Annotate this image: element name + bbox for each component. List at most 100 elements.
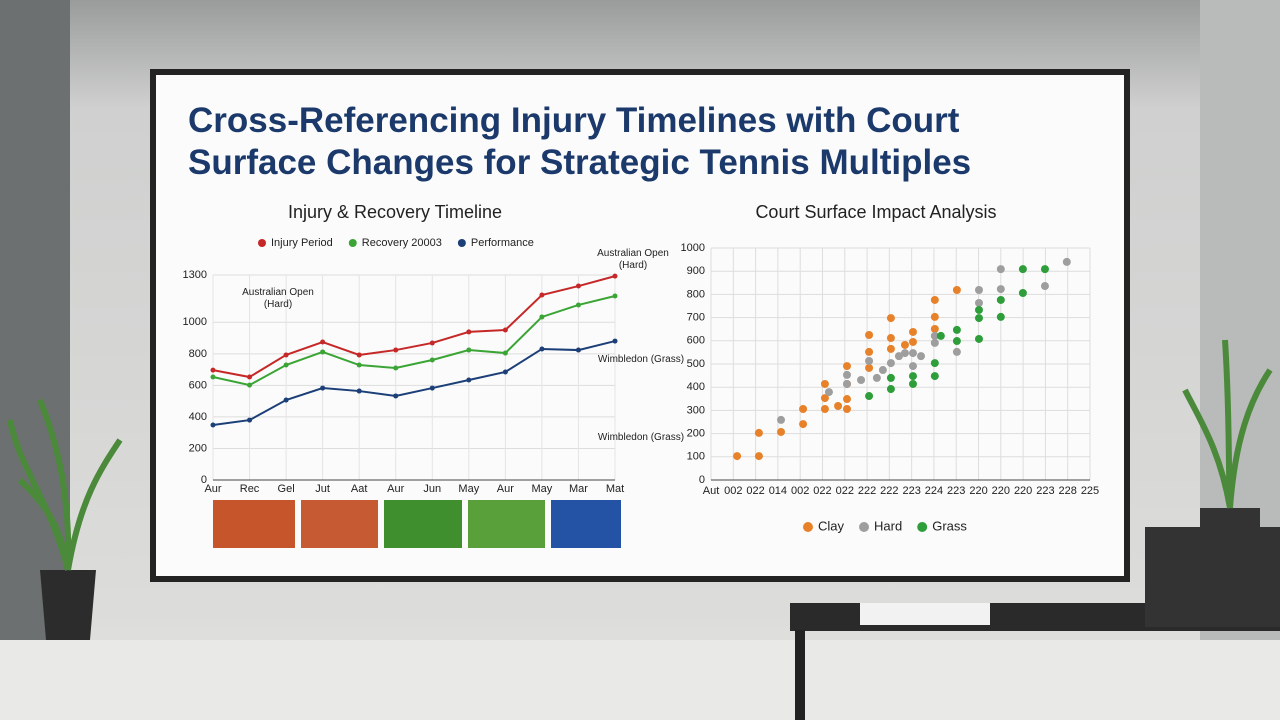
- data-point: [930, 331, 939, 340]
- data-point: [539, 314, 545, 320]
- y-tick-label: 400: [687, 381, 705, 393]
- data-point: [210, 374, 216, 380]
- annotation: Australian Open (Hard): [242, 287, 314, 310]
- data-point: [466, 347, 472, 353]
- data-point: [930, 324, 939, 333]
- data-point: [865, 347, 874, 356]
- x-tick-label: 223: [947, 485, 965, 497]
- data-point: [210, 367, 216, 373]
- data-point: [886, 359, 895, 368]
- data-point: [865, 356, 874, 365]
- data-point: [936, 331, 945, 340]
- data-point: [320, 349, 326, 355]
- data-point: [952, 347, 961, 356]
- floor: [0, 640, 1280, 720]
- y-tick-label: 300: [687, 404, 705, 416]
- x-tick-label: 225: [1081, 485, 1099, 497]
- data-point: [820, 394, 829, 403]
- data-point: [842, 405, 851, 414]
- legend-label: Recovery 20003: [362, 237, 442, 249]
- legend-label: Clay: [818, 518, 845, 533]
- data-point: [754, 452, 763, 461]
- data-point: [886, 314, 895, 323]
- data-point: [283, 352, 289, 358]
- y-tick-label: 200: [687, 428, 705, 440]
- court-tile: [468, 500, 545, 548]
- data-point: [575, 302, 581, 308]
- y-tick-label: 100: [687, 451, 705, 463]
- x-tick-label: 224: [925, 485, 943, 497]
- data-point: [777, 427, 786, 436]
- series-line: [212, 275, 616, 379]
- data-point: [283, 397, 289, 403]
- annotation: Australian Open (Hard): [597, 248, 669, 271]
- data-point: [247, 417, 253, 423]
- y-tick-label: 0: [699, 474, 705, 486]
- data-point: [612, 273, 618, 279]
- data-point: [1040, 265, 1049, 274]
- chart-title: Injury & Recovery Timeline: [288, 202, 502, 222]
- data-point: [974, 314, 983, 323]
- x-tick-label: Rec: [240, 483, 260, 495]
- monitor: [1145, 527, 1280, 627]
- data-point: [502, 369, 508, 375]
- x-tick-label: May: [458, 483, 479, 495]
- data-point: [974, 298, 983, 307]
- data-point: [886, 334, 895, 343]
- x-tick-label: Aat: [351, 483, 368, 495]
- legend-marker: [348, 239, 357, 247]
- data-point: [974, 334, 983, 343]
- data-point: [799, 420, 808, 429]
- x-tick-label: Gel: [278, 483, 295, 495]
- x-tick-label: Mar: [569, 483, 588, 495]
- data-point: [247, 382, 253, 388]
- y-tick-label: 900: [687, 265, 705, 277]
- data-point: [429, 385, 435, 391]
- data-point: [952, 337, 961, 346]
- data-point: [908, 337, 917, 346]
- data-point: [824, 388, 833, 397]
- data-point: [466, 329, 472, 335]
- data-point: [356, 388, 362, 394]
- y-tick-label: 800: [687, 288, 705, 300]
- data-point: [908, 349, 917, 358]
- data-point: [539, 292, 545, 298]
- x-tick-label: Jun: [423, 483, 441, 495]
- y-tick-label: 1000: [681, 242, 705, 254]
- data-point: [974, 285, 983, 294]
- x-tick-label: 220: [1014, 485, 1032, 497]
- data-point: [974, 305, 983, 314]
- x-tick-label: 014: [769, 485, 787, 497]
- x-tick-label: 223: [902, 485, 920, 497]
- data-point: [930, 338, 939, 347]
- data-point: [886, 385, 895, 394]
- data-point: [865, 392, 874, 401]
- x-tick-label: 022: [813, 485, 831, 497]
- data-point: [908, 379, 917, 388]
- data-point: [393, 393, 399, 399]
- data-point: [872, 373, 881, 382]
- data-point: [393, 347, 399, 353]
- court-tile: [551, 500, 621, 548]
- data-point: [320, 339, 326, 345]
- page-title: Cross-Referencing Injury Timelines with …: [188, 101, 972, 182]
- data-point: [754, 428, 763, 437]
- plant-pot: [40, 570, 96, 640]
- series-line: [212, 295, 616, 387]
- data-point: [777, 415, 786, 424]
- data-point: [865, 331, 874, 339]
- data-point: [996, 285, 1005, 294]
- data-point: [842, 379, 851, 388]
- x-tick-label: 223: [1036, 485, 1054, 497]
- data-point: [930, 295, 939, 304]
- x-tick-label: Mat: [606, 483, 624, 495]
- legend-marker: [803, 522, 813, 532]
- legend-marker: [859, 522, 870, 532]
- data-point: [1018, 265, 1027, 274]
- data-point: [834, 401, 843, 410]
- x-tick-label: 022: [746, 485, 764, 497]
- data-point: [356, 362, 362, 368]
- data-point: [886, 373, 895, 382]
